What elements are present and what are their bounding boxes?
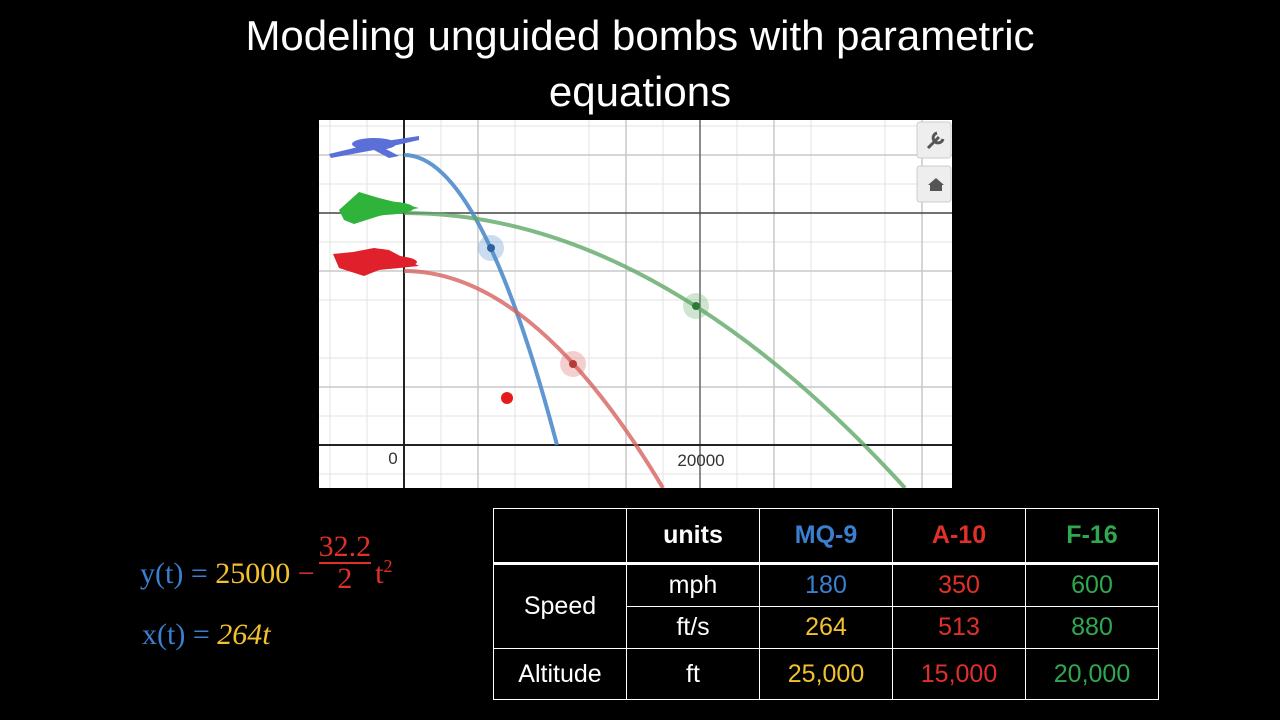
eq-exponent: 2	[383, 556, 393, 576]
eq-numerator: 32.2	[318, 530, 372, 565]
cell: ft	[626, 648, 760, 700]
column-header: A-10	[892, 508, 1026, 564]
eq-sign: =	[190, 557, 208, 590]
eq-fraction: 32.2 2	[318, 530, 372, 596]
eq-variable: t	[375, 557, 384, 590]
minor-grid	[319, 120, 952, 488]
red-trajectory	[403, 269, 665, 488]
eq-lhs: y(t)	[140, 557, 184, 590]
cell: mph	[626, 563, 760, 607]
cell: 15,000	[892, 648, 1026, 700]
drone-icon	[329, 136, 419, 158]
cell: 180	[759, 563, 893, 607]
eq-constant: 25000	[215, 557, 291, 590]
group-label: Altitude	[493, 648, 627, 700]
row: Altitude ft 25,000 15,000 20,000	[493, 648, 1159, 700]
column-header: units	[626, 508, 760, 564]
eq-minus: −	[297, 557, 315, 590]
cell: ft/s	[626, 606, 760, 649]
cell: 600	[1025, 563, 1159, 607]
aircraft-table: units MQ-9 A-10 F-16 Speed mph 180 350 6…	[493, 508, 1159, 700]
equation-y: y(t) = 25000 −32.2 2 t2	[140, 532, 393, 594]
red-dot	[501, 392, 513, 404]
cell: 20,000	[1025, 648, 1159, 700]
attack-plane-icon	[333, 248, 419, 276]
row: ft/s 264 513 880	[494, 606, 1159, 649]
graph-background	[319, 120, 952, 488]
cell: 25,000	[759, 648, 893, 700]
title: Modeling unguided bombs with parametric …	[245, 12, 1035, 115]
home-icon	[928, 178, 944, 191]
eq-coefficient: 264	[217, 618, 263, 651]
eq-lhs: x(t)	[142, 618, 186, 651]
row: Speed mph 180 350 600	[493, 563, 1159, 649]
red-point	[569, 360, 577, 368]
header-row: units MQ-9 A-10 F-16	[493, 508, 1159, 564]
eq-denominator: 2	[337, 562, 353, 596]
column-header: F-16	[1025, 508, 1159, 564]
corner-cell	[493, 508, 627, 564]
group-label: Speed	[493, 563, 627, 649]
blue-point	[487, 244, 495, 252]
green-point	[692, 302, 700, 310]
eq-variable: t	[262, 618, 271, 651]
tool-buttons[interactable]	[916, 121, 952, 203]
cell: 880	[1025, 606, 1159, 649]
x-tick-label: 0	[388, 449, 397, 468]
cell: 513	[892, 606, 1026, 649]
equation-x: x(t) = 264t	[142, 618, 271, 652]
blue-trajectory	[403, 153, 559, 446]
cell: 264	[759, 606, 893, 649]
wrench-icon	[926, 131, 945, 150]
jet-icon	[339, 192, 419, 224]
cell: 350	[892, 563, 1026, 607]
graph: 0 20000	[319, 120, 952, 488]
column-header: MQ-9	[759, 508, 893, 564]
x-tick-label: 20000	[677, 451, 724, 470]
green-trajectory	[403, 211, 907, 488]
eq-sign: =	[192, 618, 210, 651]
